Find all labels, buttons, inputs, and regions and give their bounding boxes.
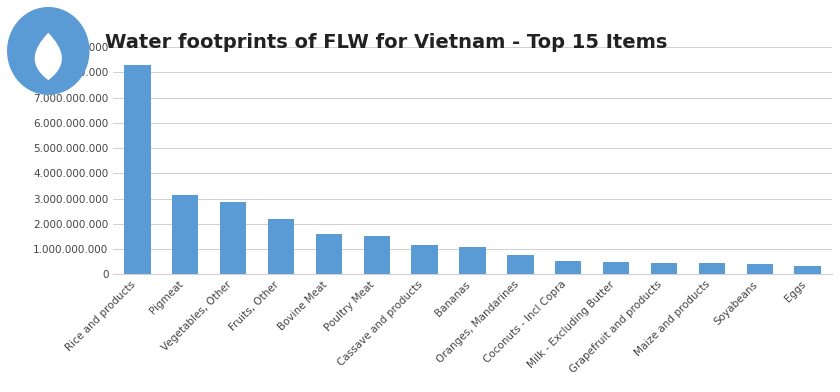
- Bar: [651, 263, 677, 274]
- Bar: [507, 255, 533, 274]
- Circle shape: [8, 8, 89, 94]
- Bar: [364, 236, 390, 274]
- Bar: [795, 266, 821, 274]
- Bar: [124, 65, 150, 274]
- Bar: [220, 202, 246, 274]
- Bar: [172, 195, 198, 274]
- PathPatch shape: [34, 33, 62, 80]
- Bar: [747, 264, 773, 274]
- Bar: [555, 261, 581, 274]
- Bar: [412, 245, 438, 274]
- Bar: [459, 247, 486, 274]
- Bar: [268, 219, 294, 274]
- Bar: [316, 234, 342, 274]
- Bar: [699, 263, 725, 274]
- Text: Water footprints of FLW for Vietnam - Top 15 Items: Water footprints of FLW for Vietnam - To…: [105, 33, 667, 52]
- Bar: [603, 262, 629, 274]
